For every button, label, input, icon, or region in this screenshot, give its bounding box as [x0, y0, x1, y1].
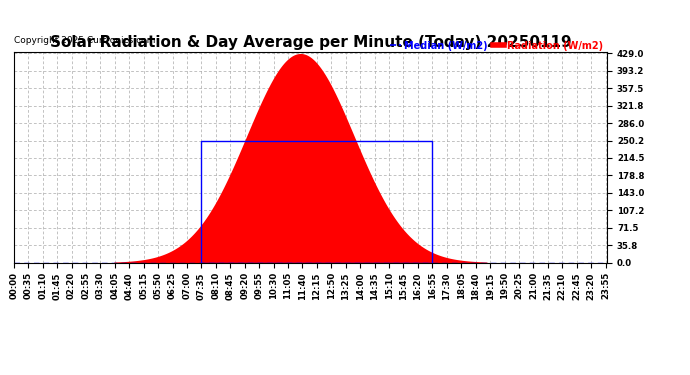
Title: Solar Radiation & Day Average per Minute (Today) 20250119: Solar Radiation & Day Average per Minute… [50, 35, 571, 50]
Text: Copyright 2025 Curtronics.com: Copyright 2025 Curtronics.com [14, 36, 155, 45]
Legend: Median (W/m2), Radiation (W/m2): Median (W/m2), Radiation (W/m2) [386, 37, 607, 54]
Bar [201, 141, 433, 262]
